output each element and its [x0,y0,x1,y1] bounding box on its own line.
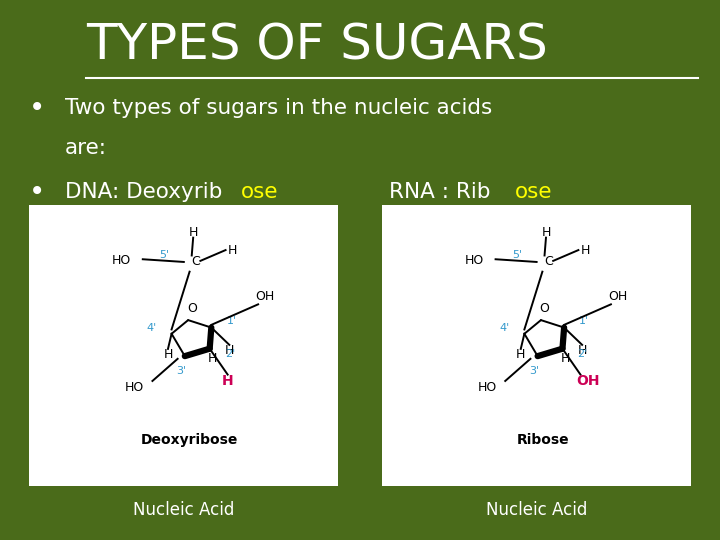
Text: H: H [581,244,590,256]
Text: Nucleic Acid: Nucleic Acid [486,501,587,519]
Text: 4': 4' [499,323,509,333]
Text: DNA: Deoxyrib: DNA: Deoxyrib [65,181,222,202]
Text: H: H [189,226,198,239]
Text: ose: ose [241,181,279,202]
Text: are:: are: [65,138,107,159]
Text: HO: HO [125,381,144,394]
Text: Deoxyribose: Deoxyribose [141,433,238,447]
Text: Two types of sugars in the nucleic acids: Two types of sugars in the nucleic acids [65,98,492,118]
Text: O: O [186,302,197,315]
Text: C: C [544,255,552,268]
Text: H: H [207,352,217,366]
Text: Nucleic Acid: Nucleic Acid [133,501,234,519]
Text: H: H [577,344,587,357]
Text: H: H [163,348,173,361]
Text: Ribose: Ribose [516,433,569,447]
Text: •: • [29,178,45,206]
Text: H: H [228,244,238,256]
Text: ose: ose [515,181,552,202]
Text: H: H [225,344,234,357]
Text: 1': 1' [226,316,237,326]
Text: 4': 4' [146,323,156,333]
Text: O: O [539,302,549,315]
Text: 2': 2' [225,349,235,359]
Text: 3': 3' [529,366,539,376]
Text: 3': 3' [176,366,186,376]
Text: OH: OH [256,290,275,303]
Text: 2': 2' [577,349,588,359]
Text: OH: OH [576,374,600,388]
Text: TYPES OF SUGARS: TYPES OF SUGARS [86,22,548,70]
Text: 5': 5' [512,251,522,260]
Text: 1': 1' [579,316,590,326]
FancyBboxPatch shape [382,205,691,486]
Text: HO: HO [477,381,497,394]
FancyBboxPatch shape [29,205,338,486]
Text: •: • [29,94,45,122]
Text: 5': 5' [159,251,169,260]
Text: OH: OH [608,290,628,303]
Text: HO: HO [464,254,484,267]
Text: RNA : Rib: RNA : Rib [389,181,490,202]
Text: H: H [541,226,551,239]
Text: H: H [516,348,526,361]
Text: H: H [222,374,233,388]
Text: HO: HO [112,254,131,267]
Text: H: H [560,352,570,366]
Text: C: C [191,255,199,268]
